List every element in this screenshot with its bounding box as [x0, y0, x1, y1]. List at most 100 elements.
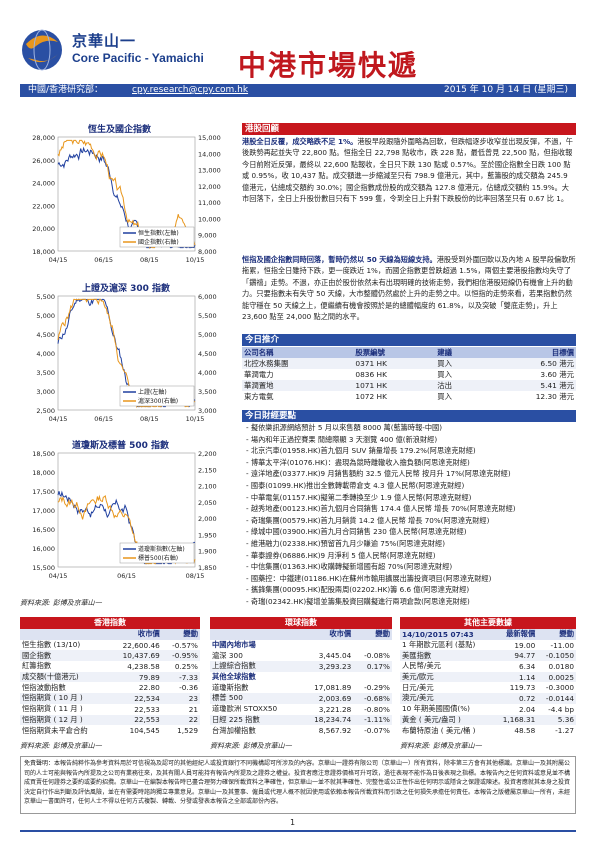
gl-col-1: 收市價	[299, 629, 354, 640]
other-data-cell: 人民幣/美元	[402, 661, 441, 671]
global-index-cell: 道瓊歐洲 STOXX50	[212, 704, 278, 714]
globe-logo-icon	[22, 29, 62, 71]
other-data-cell: 1,168.31	[493, 714, 538, 726]
global-index-table: 收市價 變動 中國內地市場 滬深 300 3,445.04 -0.08% 上證綜合指數…	[210, 629, 392, 736]
other-data-cell: 10 年期美國國債(%)	[402, 704, 471, 714]
global-index-cell: 日經 225 指數	[210, 714, 300, 726]
legend-box	[119, 542, 195, 564]
left-tick-label: 24,000	[32, 180, 55, 188]
global-index-cell: 上證綜合指數	[210, 661, 300, 672]
left-tick-label: 18,000	[32, 469, 55, 477]
global-index-row: 滬深 300 3,445.04 -0.08%	[210, 650, 392, 661]
recommend-cell: 6.50 港元	[478, 358, 576, 369]
right-tick-label: 9,000	[198, 232, 217, 240]
legend-label-1: 上證(左軸)	[138, 388, 167, 396]
other-data-cell: 94.77	[493, 650, 538, 662]
chart-legend: 道瓊斯指數(左軸)標普500(右軸)	[119, 542, 195, 564]
right-tick-label: 1,900	[198, 548, 217, 556]
disclaimer: 免責聲明：本報告純粹作為參考資料用於可信視為及認可的其他經紀人或投資銀行不同機構…	[20, 756, 576, 814]
left-tick-label: 4,500	[36, 331, 55, 339]
global-index-cell: 滬深 300	[212, 650, 243, 660]
recommend-row: 華潤電力 0836 HK 買入 3.60 港元	[242, 369, 576, 380]
news-item: - 中信集團(01363.HK)收購轉擬新增國有超 70%(阿思達克財經)	[246, 562, 453, 572]
other-data-row: 日元/美元 119.73 -0.3000	[400, 682, 576, 693]
right-tick-label: 14,000	[198, 150, 221, 158]
other-data-row: 人民幣/美元 6.34 0.0180	[400, 661, 576, 672]
company-logo: 京華山一 Core Pacific - Yamaichi	[18, 22, 218, 82]
other-data-cell: 美匯指數	[400, 650, 494, 662]
right-tick-label: 4,000	[198, 369, 217, 377]
left-tick-label: 18,500	[32, 450, 55, 458]
right-tick-label: 3,500	[198, 388, 217, 396]
market-para-1: 港股全日反覆，成交略跌不足 1%。港股早段跟隨外圍略為回軟，但跌幅逐步收窄並出現…	[242, 136, 576, 250]
legend-label-2: 滬深300(右軸)	[138, 397, 178, 405]
hk-index-cell: 23	[161, 693, 200, 704]
news-heading: 今日財經要點	[242, 410, 576, 422]
global-index-cell: 18,234.74	[299, 714, 354, 726]
legend-box	[119, 226, 195, 248]
right-tick-label: 2,200	[198, 450, 217, 458]
global-index-cell: -0.08%	[364, 651, 390, 661]
global-index-cell: -0.07%	[364, 726, 390, 736]
chart1-hsi-hscei: 28,000 26,000 24,000 22,000 20,000 18,000 15,0…	[32, 134, 221, 264]
market-para-1-body: 港股早段跟隨外圍略為回軟，但跌幅逐步收窄並出現反彈，不過，午後跌勢再起並失守 2…	[242, 137, 573, 204]
other-data-cell: 5.36	[537, 714, 576, 726]
hk-index-cell: 104,545	[129, 726, 160, 736]
global-index-cell: 標普 500	[210, 693, 300, 704]
hk-index-cell: 22,600.46	[122, 640, 160, 650]
market-para-2-lead: 恒指及國企指數同時回落，暫時仍然以 50 天線為短線支持。	[242, 255, 437, 264]
gl-sub-other: 其他全球指數	[212, 672, 256, 682]
chart3-dji-spx: 18,500 18,000 17,500 17,000 16,500 16,000 15,5…	[32, 450, 217, 580]
global-table-source: 資料來源: 彭博及京華山一	[210, 742, 292, 750]
left-tick-label: 4,000	[36, 350, 55, 358]
other-data-cell: 1 年期歐元區利 (基點)	[402, 640, 476, 650]
rec-col-target: 目標價	[478, 347, 576, 358]
global-index-row: 日經 225 指數 18,234.74 -1.11%	[210, 714, 392, 726]
right-tick-label: 12,000	[198, 183, 221, 191]
header-bar: 中國/香港研究部： cpy.research@cpy.com.hk 2015 年…	[20, 84, 576, 97]
recommend-cell: 1072 HK	[355, 392, 387, 401]
recommend-cell: 沽出	[435, 380, 479, 391]
left-tick-label: 20,000	[32, 225, 55, 233]
other-data-row: 美匯指數 94.77 -0.1050	[400, 650, 576, 662]
other-data-cell: 0.72	[493, 693, 538, 704]
legend-label-2: 標普500(右軸)	[138, 554, 178, 562]
legend-label-1: 道瓊斯指數(左軸)	[138, 545, 185, 553]
market-para-1-lead: 港股全日反覆，成交略跌不足 1%。	[242, 137, 358, 146]
right-tick-label: 3,000	[198, 407, 217, 415]
recommend-cell: 1071 HK	[353, 380, 436, 391]
news-item: - 中華電氣(01157.HK)擬第二季轉換至少 1.9 億人民幣(阿思達克財經…	[246, 492, 472, 502]
global-index-cell: 8,567.92	[318, 726, 352, 736]
hk-index-cell: 22	[161, 714, 200, 726]
other-data-cell: 澳元/美元	[400, 693, 494, 704]
other-table-source: 資料來源: 彭博及京華山一	[400, 742, 482, 750]
rec-col-code: 股票編號	[353, 347, 436, 358]
other-data-cell: -4.4 bp	[548, 704, 574, 714]
email-link[interactable]: cpy.research@cpy.com.hk	[132, 85, 249, 95]
hk-index-cell: 恒指期貨 ( 12 月 )	[20, 714, 110, 726]
other-data-cell: 6.34	[519, 661, 536, 671]
recommend-cell: 華潤置地	[242, 380, 354, 391]
brand-name-en: Core Pacific - Yamaichi	[72, 51, 204, 65]
page-title: 中港市場快遞	[238, 49, 419, 82]
right-tick-label: 6,000	[198, 293, 217, 301]
left-tick-label: 2,500	[36, 407, 55, 415]
right-tick-label: 2,050	[198, 499, 217, 507]
right-tick-label: 2,150	[198, 466, 217, 474]
report-date: 2015 年 10 月 14 日 (星期三)	[444, 85, 568, 95]
left-tick-label: 26,000	[32, 157, 55, 165]
x-tick-label: 08/15	[140, 256, 159, 264]
other-data-cell: -11.00	[550, 640, 574, 650]
left-tick-label: 28,000	[32, 134, 55, 142]
hk-index-cell: 成交額(十億港元)	[20, 671, 110, 683]
recommend-cell: 3.60 港元	[540, 370, 574, 379]
legend-label-1: 恒生指數(左軸)	[138, 229, 179, 237]
recommend-table: 公司名稱 股票編號 建議 目標價 北控水務集團 0371 HK 買入 6.50 港元華…	[242, 347, 576, 402]
global-index-cell: 0.17%	[353, 661, 392, 672]
hk-col-1: 收市價	[109, 629, 162, 640]
global-index-row: 道瓊斯指數 17,081.89 -0.29%	[210, 682, 392, 693]
hk-index-table: 收市價 變動 恒生指數 (13/10) 22,600.46 -0.57% 國企指數 10…	[20, 629, 200, 736]
global-index-cell: 2,003.69	[299, 693, 354, 704]
global-index-cell: 3,445.04	[318, 651, 352, 661]
global-index-cell: -1.11%	[353, 714, 392, 726]
